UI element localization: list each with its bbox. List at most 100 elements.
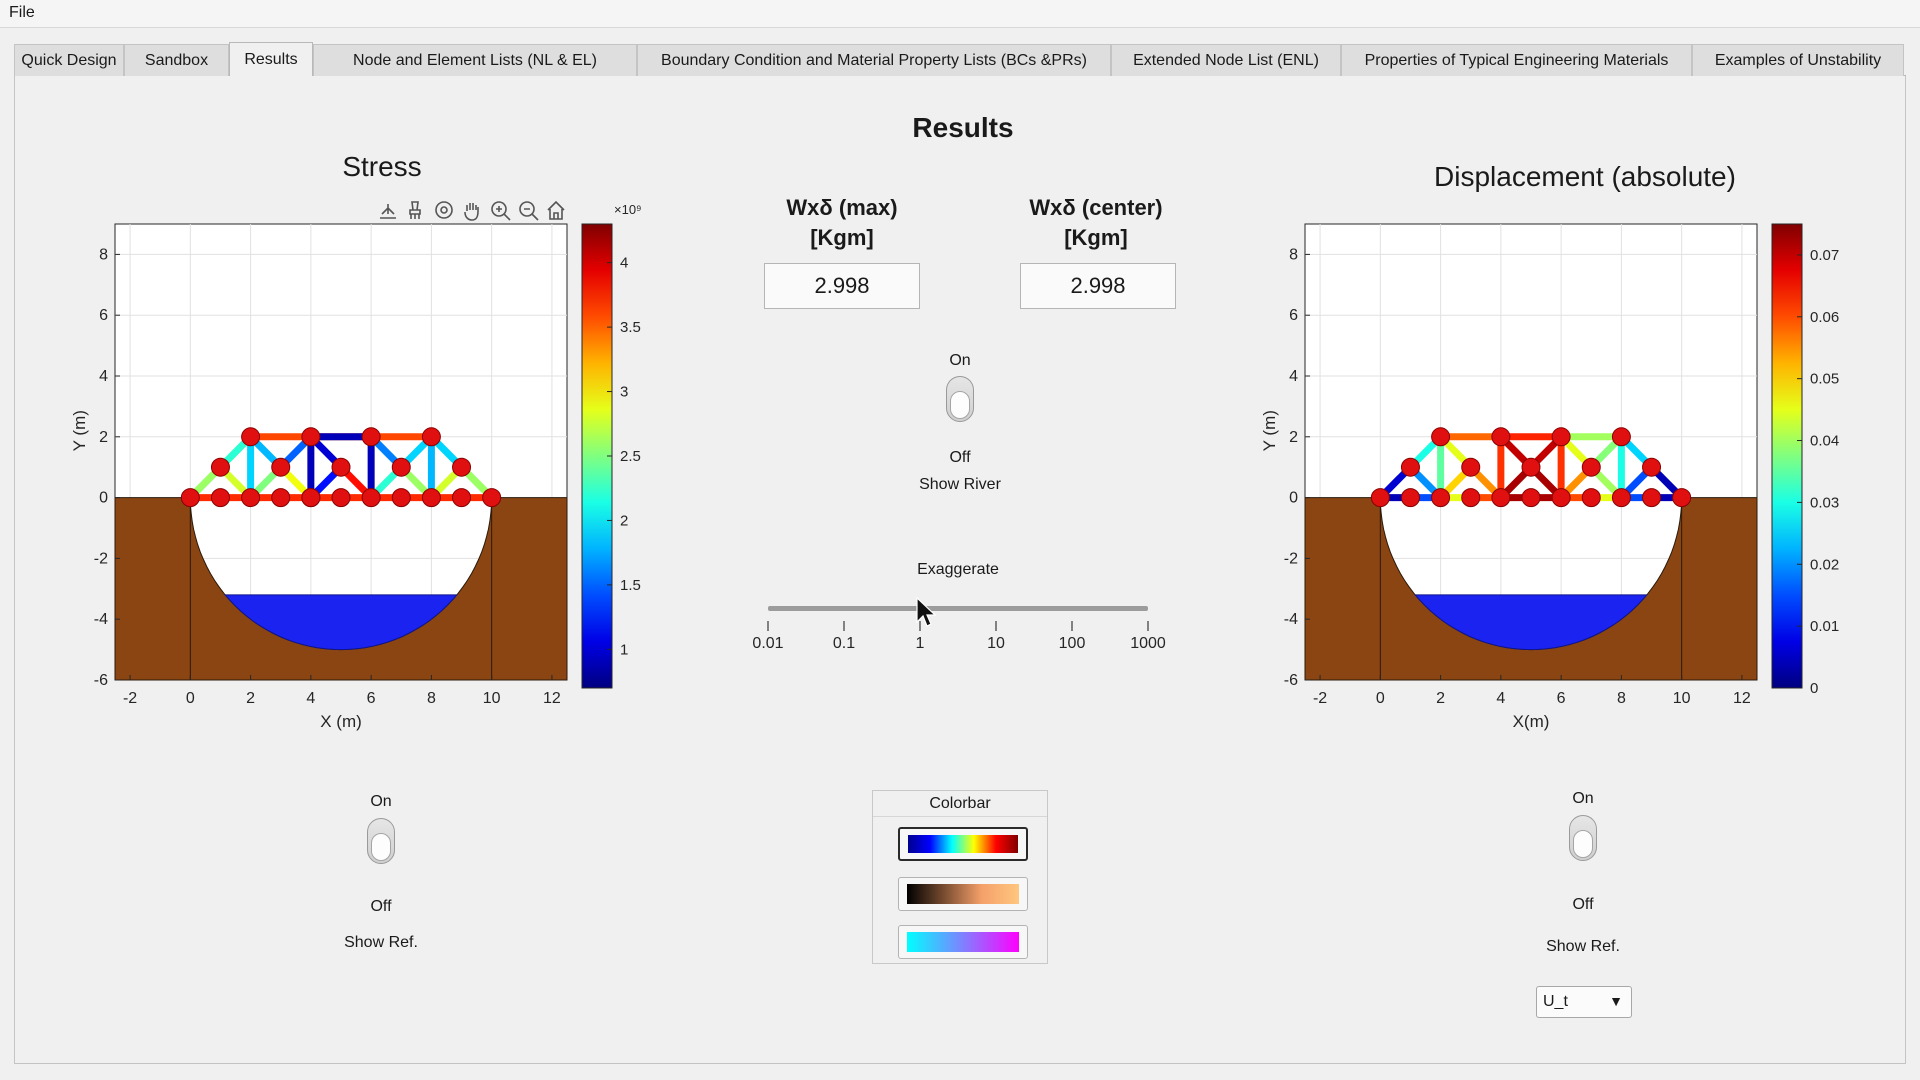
truss-node[interactable]: [482, 488, 502, 508]
truss-node[interactable]: [361, 488, 381, 508]
tab-quick-design[interactable]: Quick Design: [14, 44, 124, 76]
disp-show-ref-toggle[interactable]: [1569, 815, 1597, 861]
truss-node[interactable]: [1642, 488, 1662, 508]
colorbar-tick-label: 0.06: [1810, 309, 1839, 326]
truss-node[interactable]: [361, 427, 381, 447]
truss-node[interactable]: [391, 457, 411, 477]
x-tick-label: 6: [1557, 690, 1566, 707]
truss-node[interactable]: [391, 488, 411, 508]
truss-node[interactable]: [1551, 488, 1571, 508]
center-value-field[interactable]: 2.998: [1020, 263, 1176, 309]
colorbar-tick-label: 0.01: [1810, 618, 1839, 635]
export-icon[interactable]: [380, 204, 396, 219]
truss-node[interactable]: [1642, 457, 1662, 477]
y-tick-label: -2: [1284, 550, 1298, 567]
menu-bar: File: [0, 0, 1920, 28]
disp-ref-off-label: Off: [1572, 896, 1594, 913]
truss-node[interactable]: [301, 427, 321, 447]
river-toggle-on-label: On: [949, 352, 971, 369]
colormap-jet-button[interactable]: [898, 827, 1028, 861]
zoom-out-icon[interactable]: [519, 201, 539, 221]
stress-show-ref-toggle[interactable]: [367, 818, 395, 864]
mouse-cursor-icon: [916, 597, 937, 627]
truss-node[interactable]: [1400, 488, 1420, 508]
show-river-toggle[interactable]: [946, 376, 974, 422]
slider-tick-label: 1000: [1130, 635, 1166, 650]
y-tick-label: -4: [94, 611, 108, 628]
y-tick-label: 2: [99, 429, 108, 446]
tab-sandbox[interactable]: Sandbox: [124, 44, 229, 76]
truss-node[interactable]: [301, 488, 321, 508]
truss-node[interactable]: [1551, 427, 1571, 447]
truss-node[interactable]: [331, 488, 351, 508]
show-river-label: Show River: [919, 476, 1001, 493]
truss-node[interactable]: [1431, 427, 1451, 447]
file-menu[interactable]: File: [9, 4, 35, 21]
pan-icon[interactable]: [464, 203, 479, 221]
slider-tick-label: 1: [916, 635, 925, 650]
truss-node[interactable]: [241, 488, 261, 508]
colormap-copper-button[interactable]: [898, 877, 1028, 911]
truss-node[interactable]: [241, 427, 261, 447]
tab-examples-unstability[interactable]: Examples of Unstability: [1692, 44, 1904, 76]
colorbar-exponent-label: ×10⁹: [614, 202, 642, 217]
tab-boundary-conditions[interactable]: Boundary Condition and Material Property…: [637, 44, 1111, 76]
max-value-field[interactable]: 2.998: [764, 263, 920, 309]
truss-node[interactable]: [1672, 488, 1692, 508]
colorbar-tick-label: 0: [1810, 680, 1818, 697]
slider-track[interactable]: [768, 606, 1148, 611]
x-tick-label: 0: [1376, 690, 1385, 707]
truss-node[interactable]: [1370, 488, 1390, 508]
y-tick-label: 2: [1289, 429, 1298, 446]
tab-material-properties[interactable]: Properties of Typical Engineering Materi…: [1341, 44, 1692, 76]
truss-node[interactable]: [1581, 457, 1601, 477]
disp-ref-on-label: On: [1572, 790, 1594, 807]
truss-node[interactable]: [1521, 457, 1541, 477]
exaggerate-slider[interactable]: 0.01 0.1 1 10 100 1000: [740, 588, 1180, 650]
displacement-plot[interactable]: -2 0 2 4 6 8 10 12 -6 -4 -2 0 2 4 6 8 X(m) Y (m) 0 0.01 0.02…: [1250, 212, 1860, 738]
truss-node[interactable]: [1521, 488, 1541, 508]
truss-node[interactable]: [271, 488, 291, 508]
truss-node[interactable]: [1400, 457, 1420, 477]
truss-node[interactable]: [1491, 488, 1511, 508]
toggle-knob: [371, 833, 391, 861]
stress-title: Stress: [342, 151, 422, 182]
displacement-component-dropdown[interactable]: U_t ▼: [1536, 986, 1632, 1018]
truss-node[interactable]: [452, 457, 472, 477]
colormap-cool-button[interactable]: [898, 925, 1028, 959]
tab-results[interactable]: Results: [229, 42, 313, 77]
truss-node[interactable]: [210, 488, 230, 508]
y-tick-label: 8: [99, 246, 108, 263]
toggle-knob: [1573, 830, 1593, 858]
truss-node[interactable]: [180, 488, 200, 508]
truss-node[interactable]: [331, 457, 351, 477]
cool-gradient: [907, 932, 1019, 952]
slider-tick-label: 0.1: [833, 635, 855, 650]
stress-plot[interactable]: -2 0 2 4 6 8 10 12 -6 -4 -2 0 2 4 6 8 X (m) Y (m) 1 1.5 2 2.5…: [60, 198, 670, 738]
truss-node[interactable]: [1491, 427, 1511, 447]
brush-icon[interactable]: [409, 201, 421, 219]
x-tick-label: 6: [367, 690, 376, 707]
zoom-in-icon[interactable]: [491, 201, 511, 221]
truss-node[interactable]: [271, 457, 291, 477]
truss-node[interactable]: [1461, 457, 1481, 477]
rotate-icon[interactable]: [435, 201, 453, 219]
colorbar-tick-label: 0.05: [1810, 371, 1839, 388]
tab-extended-node-list[interactable]: Extended Node List (ENL): [1111, 44, 1341, 76]
truss-node[interactable]: [421, 488, 441, 508]
truss-node[interactable]: [1431, 488, 1451, 508]
home-icon[interactable]: [547, 200, 565, 220]
tab-node-element-lists[interactable]: Node and Element Lists (NL & EL): [313, 44, 637, 76]
truss-node[interactable]: [452, 488, 472, 508]
y-tick-label: 0: [1289, 490, 1298, 507]
truss-node[interactable]: [421, 427, 441, 447]
truss-node[interactable]: [1611, 488, 1631, 508]
colorbar-tick-label: 0.03: [1810, 494, 1839, 511]
slider-tick-label: 10: [987, 635, 1005, 650]
truss-node[interactable]: [1461, 488, 1481, 508]
x-tick-label: 12: [543, 690, 561, 707]
x-tick-label: 4: [1496, 690, 1505, 707]
truss-node[interactable]: [210, 457, 230, 477]
truss-node[interactable]: [1611, 427, 1631, 447]
truss-node[interactable]: [1581, 488, 1601, 508]
